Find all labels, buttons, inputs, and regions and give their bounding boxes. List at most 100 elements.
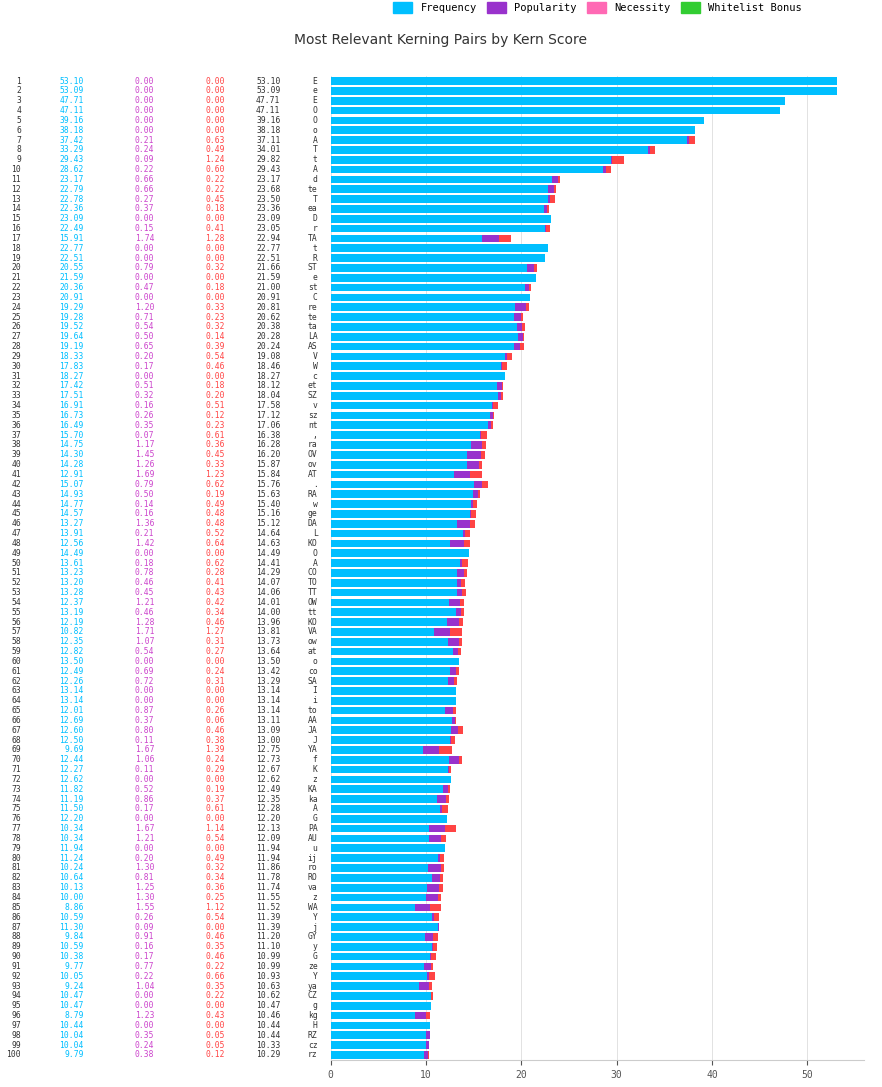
Text: 11: 11 (11, 175, 21, 184)
Text: 0.78: 0.78 (135, 569, 154, 577)
Text: 12.56: 12.56 (59, 539, 84, 548)
Text: 0.34: 0.34 (206, 608, 225, 616)
Text: 9.84: 9.84 (64, 933, 84, 941)
Bar (606, 165, 611, 174)
Bar (457, 569, 464, 577)
Text: 1.67: 1.67 (135, 746, 154, 754)
Text: 55: 55 (11, 608, 21, 616)
Bar (331, 412, 490, 420)
Bar (427, 884, 439, 891)
Text: 9.24: 9.24 (64, 982, 84, 990)
Text: 0.54: 0.54 (135, 323, 154, 332)
Bar (457, 520, 470, 527)
Bar (415, 903, 430, 911)
Text: 0.46: 0.46 (206, 617, 225, 626)
Text: 34.01: 34.01 (256, 146, 280, 154)
Bar (547, 225, 550, 233)
Text: 11.86: 11.86 (256, 863, 280, 873)
Text: 33: 33 (11, 391, 21, 400)
Text: ya: ya (308, 982, 318, 990)
Text: c: c (312, 372, 318, 380)
Text: 14.01: 14.01 (256, 598, 280, 607)
Bar (470, 471, 482, 478)
Text: 0.22: 0.22 (206, 185, 225, 193)
Text: 72: 72 (11, 775, 21, 784)
Text: 9.77: 9.77 (64, 962, 84, 971)
Bar (491, 422, 493, 429)
Text: O: O (312, 107, 318, 115)
Bar (459, 726, 463, 734)
Bar (331, 983, 419, 990)
Text: 14.06: 14.06 (256, 588, 280, 597)
Bar (502, 383, 504, 390)
Text: 2: 2 (16, 86, 21, 96)
Text: 10.62: 10.62 (256, 991, 280, 1000)
Bar (445, 707, 453, 714)
Text: 0.24: 0.24 (135, 146, 154, 154)
Bar (456, 609, 460, 616)
Text: 0.00: 0.00 (135, 991, 154, 1000)
Text: 15.16: 15.16 (256, 510, 280, 518)
Bar (447, 619, 460, 626)
Text: T: T (312, 146, 318, 154)
Text: 18.27: 18.27 (59, 372, 84, 380)
Text: 0.43: 0.43 (206, 588, 225, 597)
Text: 12.91: 12.91 (59, 470, 84, 479)
Text: 1.30: 1.30 (135, 863, 154, 873)
Text: 0.45: 0.45 (206, 450, 225, 460)
Bar (331, 992, 430, 1000)
Text: 10.93: 10.93 (256, 972, 280, 980)
Text: 52: 52 (11, 578, 21, 587)
Bar (460, 619, 463, 626)
Bar (331, 284, 525, 291)
Text: 23.09: 23.09 (59, 214, 84, 223)
Text: 13.19: 13.19 (59, 608, 84, 616)
Text: 0.24: 0.24 (206, 755, 225, 764)
Text: 0.35: 0.35 (135, 421, 154, 429)
Text: 0.31: 0.31 (206, 676, 225, 686)
Bar (331, 362, 501, 371)
Text: 15.63: 15.63 (256, 489, 280, 499)
Text: 20.55: 20.55 (59, 263, 84, 273)
Text: 25: 25 (11, 313, 21, 322)
Text: 75: 75 (11, 804, 21, 813)
Bar (426, 1041, 429, 1049)
Text: 12.73: 12.73 (256, 755, 280, 764)
Bar (331, 165, 603, 174)
Text: 1.07: 1.07 (135, 637, 154, 647)
Bar (444, 786, 448, 794)
Text: 12.82: 12.82 (59, 647, 84, 657)
Text: 0.33: 0.33 (206, 303, 225, 312)
Bar (447, 677, 454, 685)
Text: A: A (312, 136, 318, 145)
Bar (460, 609, 464, 616)
Text: 0.00: 0.00 (206, 214, 225, 223)
Text: 0.31: 0.31 (206, 637, 225, 647)
Text: 0.36: 0.36 (206, 883, 225, 892)
Text: 0.42: 0.42 (206, 598, 225, 607)
Text: et: et (308, 382, 318, 390)
Bar (463, 529, 466, 537)
Text: 14.29: 14.29 (256, 569, 280, 577)
Text: 1: 1 (16, 76, 21, 86)
Text: 0.86: 0.86 (135, 795, 154, 803)
Text: 0.61: 0.61 (206, 804, 225, 813)
Text: 11.94: 11.94 (59, 844, 84, 853)
Text: 19.64: 19.64 (59, 333, 84, 341)
Text: 12.35: 12.35 (256, 795, 280, 803)
Text: 1.21: 1.21 (135, 598, 154, 607)
Bar (448, 786, 450, 794)
Text: 1.25: 1.25 (135, 883, 154, 892)
Text: L: L (312, 529, 318, 538)
Text: J: J (312, 736, 318, 745)
Text: 1.74: 1.74 (135, 234, 154, 242)
Bar (429, 983, 432, 990)
Text: 30: 30 (11, 362, 21, 371)
Bar (544, 205, 548, 213)
Text: 24: 24 (11, 303, 21, 312)
Text: f: f (312, 755, 318, 764)
Bar (429, 864, 441, 872)
Text: 33.29: 33.29 (59, 146, 84, 154)
Text: o: o (312, 126, 318, 135)
Text: 1.36: 1.36 (135, 520, 154, 528)
